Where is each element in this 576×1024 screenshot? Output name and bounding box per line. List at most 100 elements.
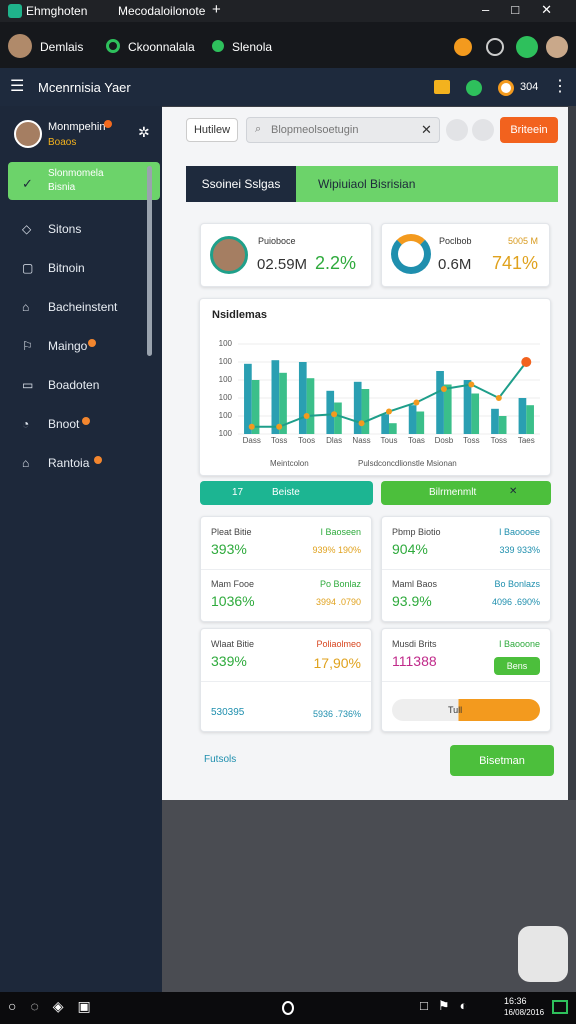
icon-button[interactable] <box>446 119 468 141</box>
tab-active[interactable]: Wipiuiaol Bisrisian <box>296 166 558 202</box>
active-item[interactable]: ✓ Slonmomela Bisnia <box>8 162 160 200</box>
metric-value: 111388 <box>392 653 437 669</box>
bar <box>361 389 370 434</box>
site[interactable]: Ckoonnalala <box>128 40 195 54</box>
app-title: Mcenrnisia Yaer <box>38 80 131 95</box>
nav-item[interactable]: Rantoia <box>48 456 90 470</box>
y-tick-label: 100 <box>219 429 233 438</box>
metric-value: 393% <box>211 541 247 557</box>
nav-item[interactable]: Bnoot <box>48 417 80 431</box>
divider <box>382 681 550 682</box>
bar <box>389 423 397 434</box>
tray[interactable]: □⚑◐ <box>420 998 478 1013</box>
metric-secondary: 5936 .736% <box>312 709 361 719</box>
divider <box>201 569 371 570</box>
settings[interactable]: ✲ <box>138 124 150 140</box>
tab[interactable]: Ehmghoten <box>26 4 88 18</box>
assistant-button[interactable] <box>518 926 568 982</box>
toggle[interactable]: Tull <box>392 699 540 721</box>
more[interactable]: ⋮ <box>552 78 568 95</box>
icon[interactable] <box>498 80 514 96</box>
bar <box>416 411 425 434</box>
bar <box>436 371 444 434</box>
menu[interactable]: ☰ <box>10 78 25 95</box>
x-tick-label: Toos <box>298 436 315 445</box>
icon-button[interactable] <box>472 119 494 141</box>
metric-card: Pbmp Biotio I Baoooee 904% 339 933% Maml Bao… <box>381 516 551 622</box>
divider <box>201 681 371 682</box>
y-tick-label: 100 <box>219 375 233 384</box>
metric-card: Wlaat Bitie Poliaolmeo 339% 17,90% 530395 593… <box>200 628 372 732</box>
y-tick-label: 100 <box>219 393 233 402</box>
page[interactable]: Slenola <box>232 40 273 54</box>
point <box>303 413 310 419</box>
sidebar: Monmpehin Boaos ✲ ✓ Slonmomela Bisnia ◇ S… <box>0 106 162 992</box>
metric-card: Pleat Bitie I Baoseen 393% 939% 190% Mam Foo… <box>200 516 372 622</box>
icon[interactable] <box>486 38 504 56</box>
badge-button[interactable]: Bens <box>494 657 540 675</box>
metric-label: Wlaat Bitie <box>211 639 255 649</box>
bar <box>408 405 417 434</box>
page-icon <box>212 40 224 52</box>
scrollbar[interactable] <box>147 166 152 356</box>
date: 16/08/2016 <box>504 1008 545 1017</box>
y-tick-label: 100 <box>219 357 233 366</box>
new-tab[interactable]: + <box>212 1 221 18</box>
nav-item[interactable]: Bitnoin <box>48 261 85 275</box>
bar <box>498 416 507 434</box>
tab[interactable]: Ssoinei Sslgas <box>186 166 296 202</box>
metric-label: Musdi Brits <box>392 639 437 649</box>
action-button[interactable]: Briteein <box>500 117 558 143</box>
x-tick-label: Dlas <box>326 436 342 445</box>
icon[interactable] <box>516 36 538 58</box>
account[interactable]: Demlais <box>40 40 84 54</box>
point <box>521 357 532 367</box>
metric-label: Pbmp Biotio <box>392 527 441 537</box>
tab[interactable]: Mecodaloilonote <box>118 4 206 18</box>
metric-card: Musdi Brits I Baooone 111388 Bens Tull <box>381 628 551 732</box>
link[interactable]: Futsols <box>204 754 237 765</box>
nav-item[interactable]: Boadoten <box>48 378 100 392</box>
bar <box>251 380 260 434</box>
start[interactable] <box>282 1001 294 1015</box>
button[interactable]: 17 Beiste <box>200 481 373 505</box>
point <box>248 423 255 430</box>
badge <box>94 456 102 464</box>
stat-card: Puioboce 02.59M 2.2% <box>200 223 372 287</box>
metric-side: Poliaolmeo <box>316 639 361 649</box>
stat-value: 02.59M <box>257 256 308 273</box>
metric-secondary: 3994 .0790 <box>315 597 361 607</box>
avatar <box>14 120 42 148</box>
nav-item[interactable]: Maingo <box>48 339 88 353</box>
primary-button[interactable]: Bisetman <box>450 745 554 776</box>
chart-card: Nsidlemas Meintcolon Pulsdconcdlionstle … <box>199 298 551 476</box>
icon[interactable] <box>434 80 450 94</box>
user-name: Monmpehin <box>48 121 106 133</box>
metric-value: 904% <box>392 541 428 557</box>
button[interactable]: Bilrmenmlt ✕ <box>381 481 551 505</box>
metric-label: Mam Fooe <box>211 579 255 589</box>
nav-item[interactable]: Sitons <box>48 222 82 236</box>
search-box[interactable]: ⌕ Blopmeolsoetugin ✕ <box>246 117 440 143</box>
taskbar-icons[interactable]: ○◌◈▣ <box>8 998 105 1014</box>
taskbar: ○◌◈▣ □⚑◐ 16:36 16/08/2016 <box>0 992 576 1024</box>
icon[interactable] <box>454 38 472 56</box>
nav-item[interactable]: Bacheinstent <box>48 300 118 314</box>
site-icon <box>106 39 120 53</box>
avatar[interactable] <box>546 36 568 58</box>
x-tick-label: Toss <box>271 436 287 445</box>
stat-note: 5005 M <box>508 236 539 246</box>
view-button[interactable]: Hutilew <box>186 118 238 142</box>
notify[interactable] <box>552 1000 568 1014</box>
button-count: 17 <box>232 487 244 498</box>
bar <box>334 402 342 434</box>
stat-value: 0.6M <box>438 256 472 273</box>
y-tick-label: 100 <box>219 339 233 348</box>
point <box>413 399 420 406</box>
x-axis-label: Meintcolon <box>270 459 309 468</box>
icon[interactable] <box>466 80 482 96</box>
x-tick-label: Tous <box>381 436 398 445</box>
window-controls[interactable]: –□✕ <box>482 2 574 17</box>
button-label: Beiste <box>272 487 300 498</box>
bar <box>381 414 389 434</box>
